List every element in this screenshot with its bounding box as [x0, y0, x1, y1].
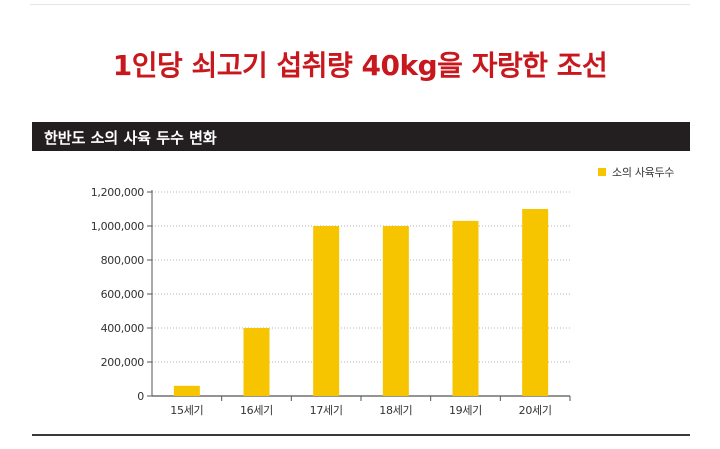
- chart-header-bar: 한반도 소의 사육 두수 변화: [32, 122, 690, 151]
- y-tick-label: 200,000: [101, 356, 145, 369]
- bar: [313, 226, 340, 396]
- bar: [522, 209, 549, 396]
- x-tick-label: 17세기: [310, 404, 343, 417]
- top-divider: [30, 4, 690, 5]
- bottom-divider: [32, 434, 690, 436]
- x-tick-label: 18세기: [379, 404, 412, 417]
- legend-swatch: [598, 168, 606, 176]
- x-tick-label: 15세기: [170, 404, 203, 417]
- x-tick-label: 19세기: [449, 404, 482, 417]
- y-tick-label: 0: [137, 390, 144, 403]
- bar: [452, 220, 479, 396]
- legend-label: 소의 사육두수: [612, 166, 674, 179]
- chart-title: 한반도 소의 사육 두수 변화: [44, 129, 217, 147]
- x-tick-label: 20세기: [519, 404, 552, 417]
- y-tick-label: 400,000: [101, 322, 145, 335]
- y-tick-label: 800,000: [101, 254, 145, 267]
- x-tick-label: 16세기: [240, 404, 273, 417]
- bar: [243, 328, 270, 396]
- headline: 1인당 쇠고기 섭취량 40kg을 자랑한 조선: [112, 49, 608, 82]
- y-tick-label: 1,200,000: [91, 186, 145, 199]
- y-tick-label: 1,000,000: [91, 220, 145, 233]
- bar: [173, 385, 200, 396]
- y-tick-label: 600,000: [101, 288, 145, 301]
- bar: [382, 226, 409, 396]
